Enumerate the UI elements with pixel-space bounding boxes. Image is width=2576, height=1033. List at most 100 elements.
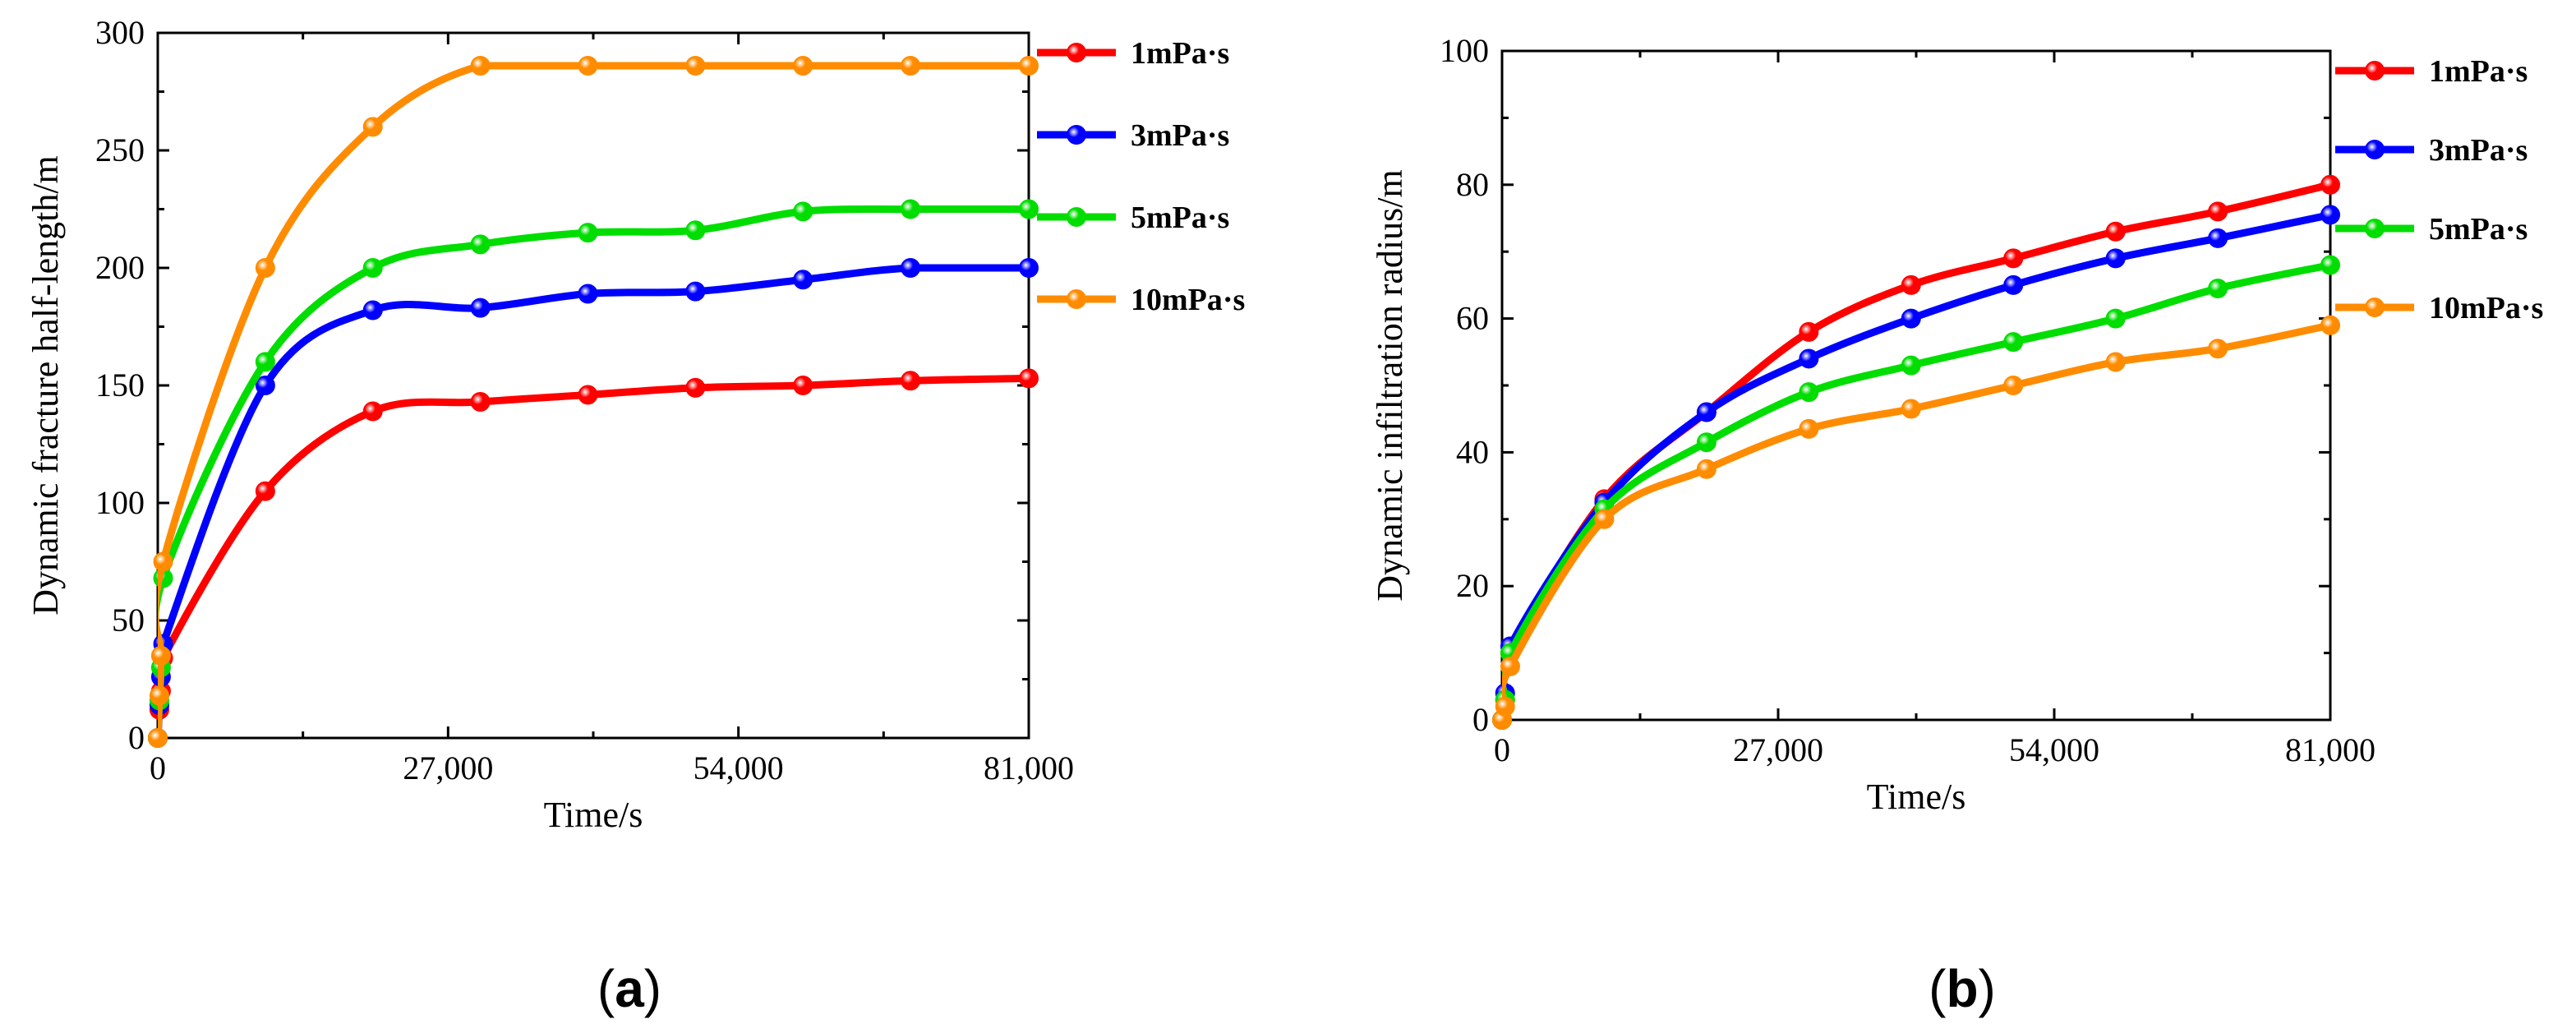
data-point bbox=[148, 728, 168, 748]
data-point bbox=[1019, 368, 1039, 389]
y-tick-label: 250 bbox=[95, 131, 145, 168]
data-point bbox=[793, 56, 813, 76]
data-point bbox=[1696, 402, 1717, 422]
data-point bbox=[685, 220, 706, 241]
data-point bbox=[1696, 459, 1717, 479]
legend-label: 1mPa·s bbox=[1131, 36, 1229, 71]
data-point bbox=[2208, 339, 2228, 359]
data-point bbox=[901, 371, 921, 391]
x-axis-label: Time/s bbox=[544, 795, 643, 835]
data-point bbox=[2105, 248, 2126, 269]
data-point bbox=[1901, 308, 1921, 329]
y-tick-label: 60 bbox=[1456, 300, 1489, 337]
data-point bbox=[2105, 308, 2126, 329]
data-point bbox=[2003, 248, 2024, 269]
x-tick-label: 54,000 bbox=[2009, 731, 2099, 768]
series-line bbox=[1502, 321, 2334, 720]
panel-caption: (b) bbox=[1929, 959, 1996, 1018]
x-tick-label: 81,000 bbox=[2285, 731, 2376, 768]
data-point bbox=[1019, 56, 1039, 76]
x-tick-label: 0 bbox=[150, 749, 166, 786]
data-point bbox=[2320, 174, 2340, 195]
data-point bbox=[1799, 321, 1819, 342]
data-point bbox=[2003, 376, 2024, 395]
series-3mPa·s bbox=[148, 258, 1039, 748]
data-point bbox=[150, 645, 171, 666]
data-point bbox=[149, 685, 169, 706]
y-tick-label: 50 bbox=[112, 602, 145, 639]
data-point bbox=[2320, 255, 2340, 275]
y-axis-label: Dynamic fracture half-length/m bbox=[25, 155, 66, 616]
data-point bbox=[153, 551, 173, 572]
legend-item: 3mPa·s bbox=[1037, 118, 1229, 153]
y-tick-label: 0 bbox=[128, 719, 145, 756]
y-tick-label: 40 bbox=[1456, 433, 1489, 470]
data-point bbox=[578, 223, 598, 243]
legend-marker bbox=[1067, 207, 1086, 227]
data-point bbox=[2208, 278, 2228, 298]
legend-label: 10mPa·s bbox=[1131, 283, 1245, 317]
data-point bbox=[1799, 418, 1819, 439]
data-point bbox=[362, 258, 383, 278]
data-point bbox=[2003, 274, 2024, 295]
data-point bbox=[470, 297, 491, 318]
data-point bbox=[2105, 352, 2126, 372]
plot-frame bbox=[156, 31, 1030, 740]
legend-item: 10mPa·s bbox=[1037, 283, 1245, 317]
series-1mPa·s bbox=[148, 368, 1039, 748]
legend-label: 3mPa·s bbox=[1131, 118, 1229, 153]
data-point bbox=[1901, 274, 1921, 295]
legend-label: 5mPa·s bbox=[2429, 212, 2528, 247]
legend-label: 1mPa·s bbox=[2429, 54, 2528, 89]
series-line bbox=[158, 374, 1033, 738]
data-point bbox=[793, 270, 813, 290]
data-point bbox=[685, 281, 706, 302]
data-point bbox=[362, 401, 383, 422]
data-point bbox=[2003, 332, 2024, 353]
chart-panel-a: 0 50 100 150 200 250 300 0 27,000 54,000 81,000 Tim… bbox=[25, 14, 1245, 1018]
series-line bbox=[1502, 261, 2334, 720]
data-point bbox=[2208, 228, 2228, 248]
chart-panel-b: 0 20 40 60 80 100 0 27,000 54,000 81,000 Time/s Dyn… bbox=[1370, 32, 2543, 1018]
panel-caption: (a) bbox=[597, 959, 661, 1018]
x-tick-label: 27,000 bbox=[1733, 731, 1823, 768]
series-1mPa·s bbox=[1492, 174, 2340, 730]
data-point bbox=[1799, 382, 1819, 403]
legend-marker bbox=[1067, 125, 1086, 145]
y-tick-label: 150 bbox=[95, 367, 145, 404]
legend-marker bbox=[2365, 297, 2385, 317]
data-point bbox=[362, 300, 383, 321]
legend-marker bbox=[1067, 43, 1086, 62]
data-point bbox=[470, 392, 491, 413]
data-point bbox=[1495, 696, 1515, 717]
plot-frame bbox=[1500, 49, 2332, 722]
data-point bbox=[255, 376, 275, 395]
legend-item: 5mPa·s bbox=[2335, 212, 2528, 247]
legend-marker bbox=[2365, 219, 2385, 238]
series-line bbox=[1502, 181, 2334, 720]
data-point bbox=[1901, 355, 1921, 376]
data-point bbox=[685, 56, 706, 76]
data-point bbox=[1019, 258, 1039, 278]
legend-label: 5mPa·s bbox=[1131, 201, 1229, 235]
data-point bbox=[1594, 509, 1615, 529]
x-axis-label: Time/s bbox=[1867, 777, 1966, 817]
data-point bbox=[1901, 399, 1921, 419]
series-10mPa·s bbox=[1492, 315, 2340, 730]
x-tick-label: 0 bbox=[1494, 731, 1510, 768]
y-tick-label: 100 bbox=[1440, 32, 1489, 69]
data-point bbox=[578, 284, 598, 304]
data-point bbox=[2320, 315, 2340, 335]
y-tick-label: 200 bbox=[95, 249, 145, 286]
data-point bbox=[578, 385, 598, 405]
legend-label: 10mPa·s bbox=[2429, 291, 2543, 325]
data-point bbox=[255, 481, 275, 501]
legend-marker bbox=[1067, 289, 1086, 309]
series-line bbox=[158, 205, 1033, 738]
data-point bbox=[255, 352, 275, 372]
legend-marker bbox=[2365, 61, 2385, 81]
y-axis-label: Dynamic infiltration radius/m bbox=[1370, 169, 1410, 601]
data-point bbox=[1500, 656, 1520, 676]
x-tick-label: 81,000 bbox=[984, 749, 1074, 786]
